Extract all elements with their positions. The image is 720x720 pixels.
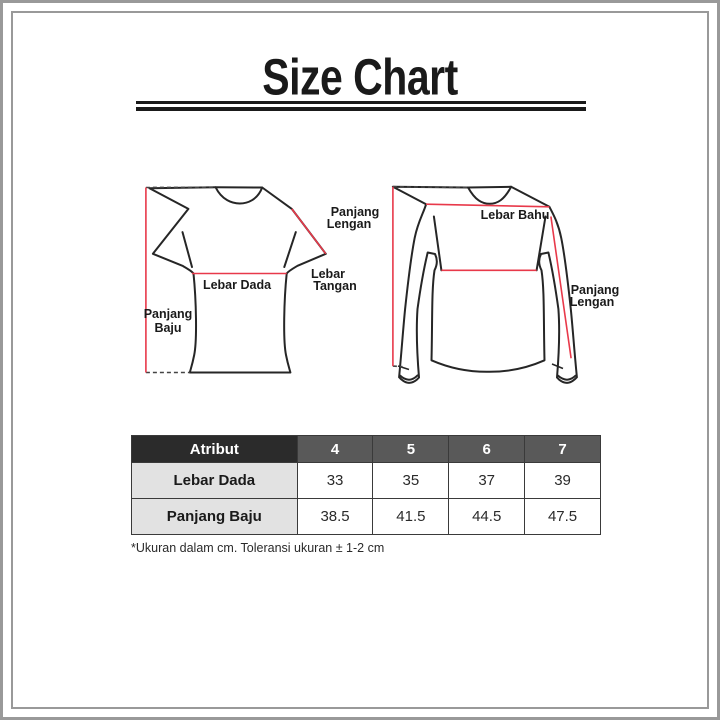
svg-text:Tangan: Tangan xyxy=(313,279,357,293)
svg-text:Lebar Bahu: Lebar Bahu xyxy=(481,208,550,222)
svg-text:Lengan: Lengan xyxy=(570,295,614,309)
svg-text:Lengan: Lengan xyxy=(327,217,371,231)
svg-text:Lebar Dada: Lebar Dada xyxy=(203,278,272,292)
svg-text:Panjang: Panjang xyxy=(144,307,193,321)
svg-text:Baju: Baju xyxy=(154,321,181,335)
